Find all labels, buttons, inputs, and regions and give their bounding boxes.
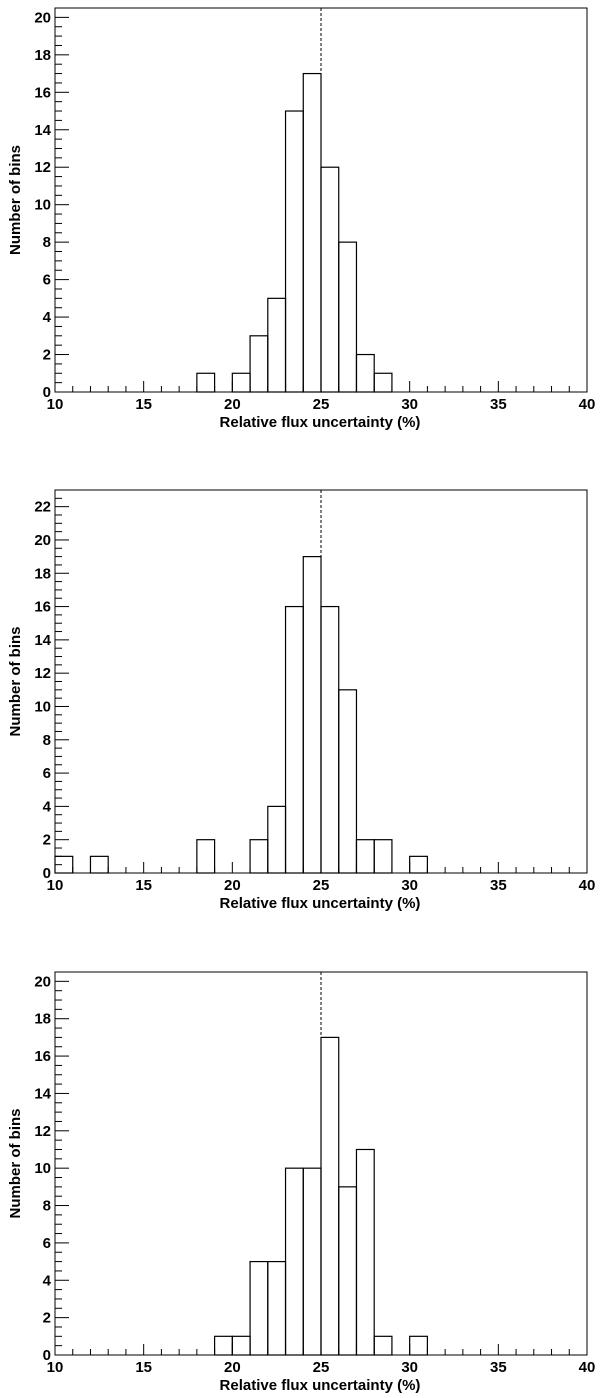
y-tick-label: 2 [43,1310,51,1327]
histogram-bar [196,372,216,393]
y-tick-label: 4 [43,309,52,326]
histogram-bar [338,1186,358,1356]
y-tick-label: 20 [34,973,51,990]
histogram-bar [249,839,269,874]
histogram-bar [231,1335,251,1356]
x-axis-title: Relative flux uncertainty (%) [220,1377,421,1394]
histogram-bar [373,839,393,874]
y-tick-label: 14 [34,632,51,649]
y-tick-label: 8 [43,1198,51,1215]
x-tick-label: 10 [47,877,64,894]
y-tick-label: 22 [34,499,51,516]
histogram-bar [338,689,358,874]
x-tick-label: 10 [47,396,64,413]
histogram-panel-3: 10 15 20 25 30 35 4002468101214161820Relative … [7,971,596,1394]
histogram-bar [267,805,287,874]
histogram-bar [249,335,269,393]
histogram-bar [320,166,340,393]
x-axis-title: Relative flux uncertainty (%) [220,895,421,912]
y-tick-label: 4 [43,1272,52,1289]
y-tick-label: 16 [34,1048,51,1065]
x-tick-label: 30 [401,396,418,413]
histogram-bar [409,1335,428,1356]
histogram-bar [320,1036,340,1356]
histogram-bar [214,1335,233,1356]
histogram-bar [320,605,340,874]
histogram-bar [54,855,74,874]
x-tick-label: 20 [224,396,241,413]
y-tick-label: 12 [34,159,51,176]
histogram-bar [302,1167,322,1356]
y-tick-label: 6 [43,272,51,289]
x-tick-label: 40 [579,1359,596,1376]
y-tick-label: 16 [34,84,51,101]
histogram-bar [373,372,393,393]
histogram-bar [231,372,251,393]
x-axis-title: Relative flux uncertainty (%) [220,414,421,431]
y-tick-label: 10 [34,1160,51,1177]
x-tick-label: 15 [135,877,152,894]
x-tick-label: 35 [490,396,507,413]
x-tick-label: 35 [490,1359,507,1376]
histogram-panel-2: 10 15 20 25 30 35 40 0 2 4 6 8 10 12 14 16 18 20 22 Relativ… [7,489,596,912]
y-tick-label: 18 [34,47,51,64]
y-tick-label: 18 [34,1011,51,1028]
histogram-bar [373,1335,393,1356]
y-tick-label: 10 [34,698,51,715]
histogram-bar [355,1148,375,1356]
x-tick-label: 30 [401,877,418,894]
y-tick-label: 4 [43,798,52,815]
y-axis-title: Number of bins [7,1108,24,1218]
y-tick-label: 12 [34,1123,51,1140]
y-tick-label: 0 [43,865,51,882]
histogram-bar [249,1260,269,1356]
histogram-bar [355,353,375,393]
x-tick-label: 15 [135,396,152,413]
y-tick-label: 16 [34,599,51,616]
x-tick-label: 25 [313,396,330,413]
histogram-bar [267,1260,287,1356]
y-tick-label: 20 [34,532,51,549]
y-tick-label: 6 [43,1235,51,1252]
x-tick-label: 20 [224,1359,241,1376]
y-tick-label: 6 [43,765,51,782]
x-tick-label: 40 [579,396,596,413]
histogram-bar [267,297,287,393]
y-tick-label: 10 [34,197,51,214]
histogram-panel-1: 10 15 20 25 30 35 4002468101214161820Relative … [7,7,596,431]
y-tick-label: 0 [43,1347,51,1364]
x-tick-label: 10 [47,1359,64,1376]
y-tick-label: 2 [43,832,51,849]
x-tick-label: 25 [313,877,330,894]
y-tick-label: 20 [34,9,51,26]
y-tick-label: 18 [34,565,51,582]
histogram-bar [355,839,375,874]
x-tick-label: 20 [224,877,241,894]
y-tick-label: 12 [34,665,51,682]
y-tick-label: 0 [43,384,51,401]
histogram-bar [338,241,358,393]
y-tick-label: 14 [34,122,51,139]
histogram-bar [284,110,304,393]
y-axis-title: Number of bins [7,145,24,255]
histogram-bar [89,855,109,874]
y-tick-label: 14 [34,1085,51,1102]
histogram-bar [196,839,216,874]
histogram-bar [284,1167,304,1356]
y-axis-title: Number of bins [7,626,24,736]
x-tick-label: 40 [579,877,596,894]
histogram-bar [302,556,322,874]
histogram-bar [409,855,428,874]
histogram-bar [284,605,304,874]
y-tick-label: 8 [43,732,51,749]
x-tick-label: 35 [490,877,507,894]
y-tick-label: 8 [43,234,51,251]
x-tick-label: 25 [313,1359,330,1376]
x-tick-label: 15 [135,1359,152,1376]
x-tick-label: 30 [401,1359,418,1376]
histogram-bar [302,72,322,393]
y-tick-label: 2 [43,347,51,364]
